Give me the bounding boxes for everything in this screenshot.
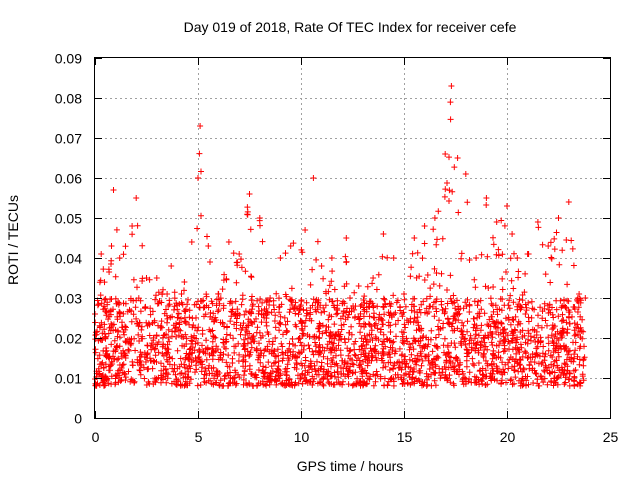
x-tick-label: 15 — [397, 429, 413, 445]
y-tick-label: 0.09 — [55, 51, 82, 67]
y-tick-label: 0.07 — [55, 131, 82, 147]
x-tick-label: 20 — [500, 429, 516, 445]
x-tick-labels: 0 5 10 15 20 25 — [92, 429, 619, 445]
y-tick-label: 0.05 — [55, 211, 82, 227]
plot-frame — [94, 57, 611, 419]
y-tick-label: 0.08 — [55, 91, 82, 107]
y-tick-label: 0.03 — [55, 291, 82, 307]
y-tick-label: 0.02 — [55, 331, 82, 347]
x-tick-label: 10 — [294, 429, 310, 445]
chart-title: Day 019 of 2018, Rate Of TEC Index for r… — [184, 19, 517, 35]
x-tick-label: 25 — [603, 429, 619, 445]
axis-ticks — [95, 58, 611, 419]
y-tick-labels: 0 0.01 0.02 0.03 0.04 0.05 0.06 0.07 0.08 0.09 — [55, 51, 82, 427]
x-axis-label: GPS time / hours — [297, 458, 404, 474]
y-axis-label: ROTI / TECUs — [5, 195, 21, 285]
y-tick-label: 0.01 — [55, 371, 82, 387]
x-tick-label: 5 — [195, 429, 203, 445]
x-tick-label: 0 — [92, 429, 100, 445]
data-points — [92, 83, 589, 389]
y-tick-label: 0.04 — [55, 251, 82, 267]
y-tick-label: 0 — [74, 411, 82, 427]
y-tick-label: 0.06 — [55, 171, 82, 187]
roti-markers — [92, 83, 589, 389]
